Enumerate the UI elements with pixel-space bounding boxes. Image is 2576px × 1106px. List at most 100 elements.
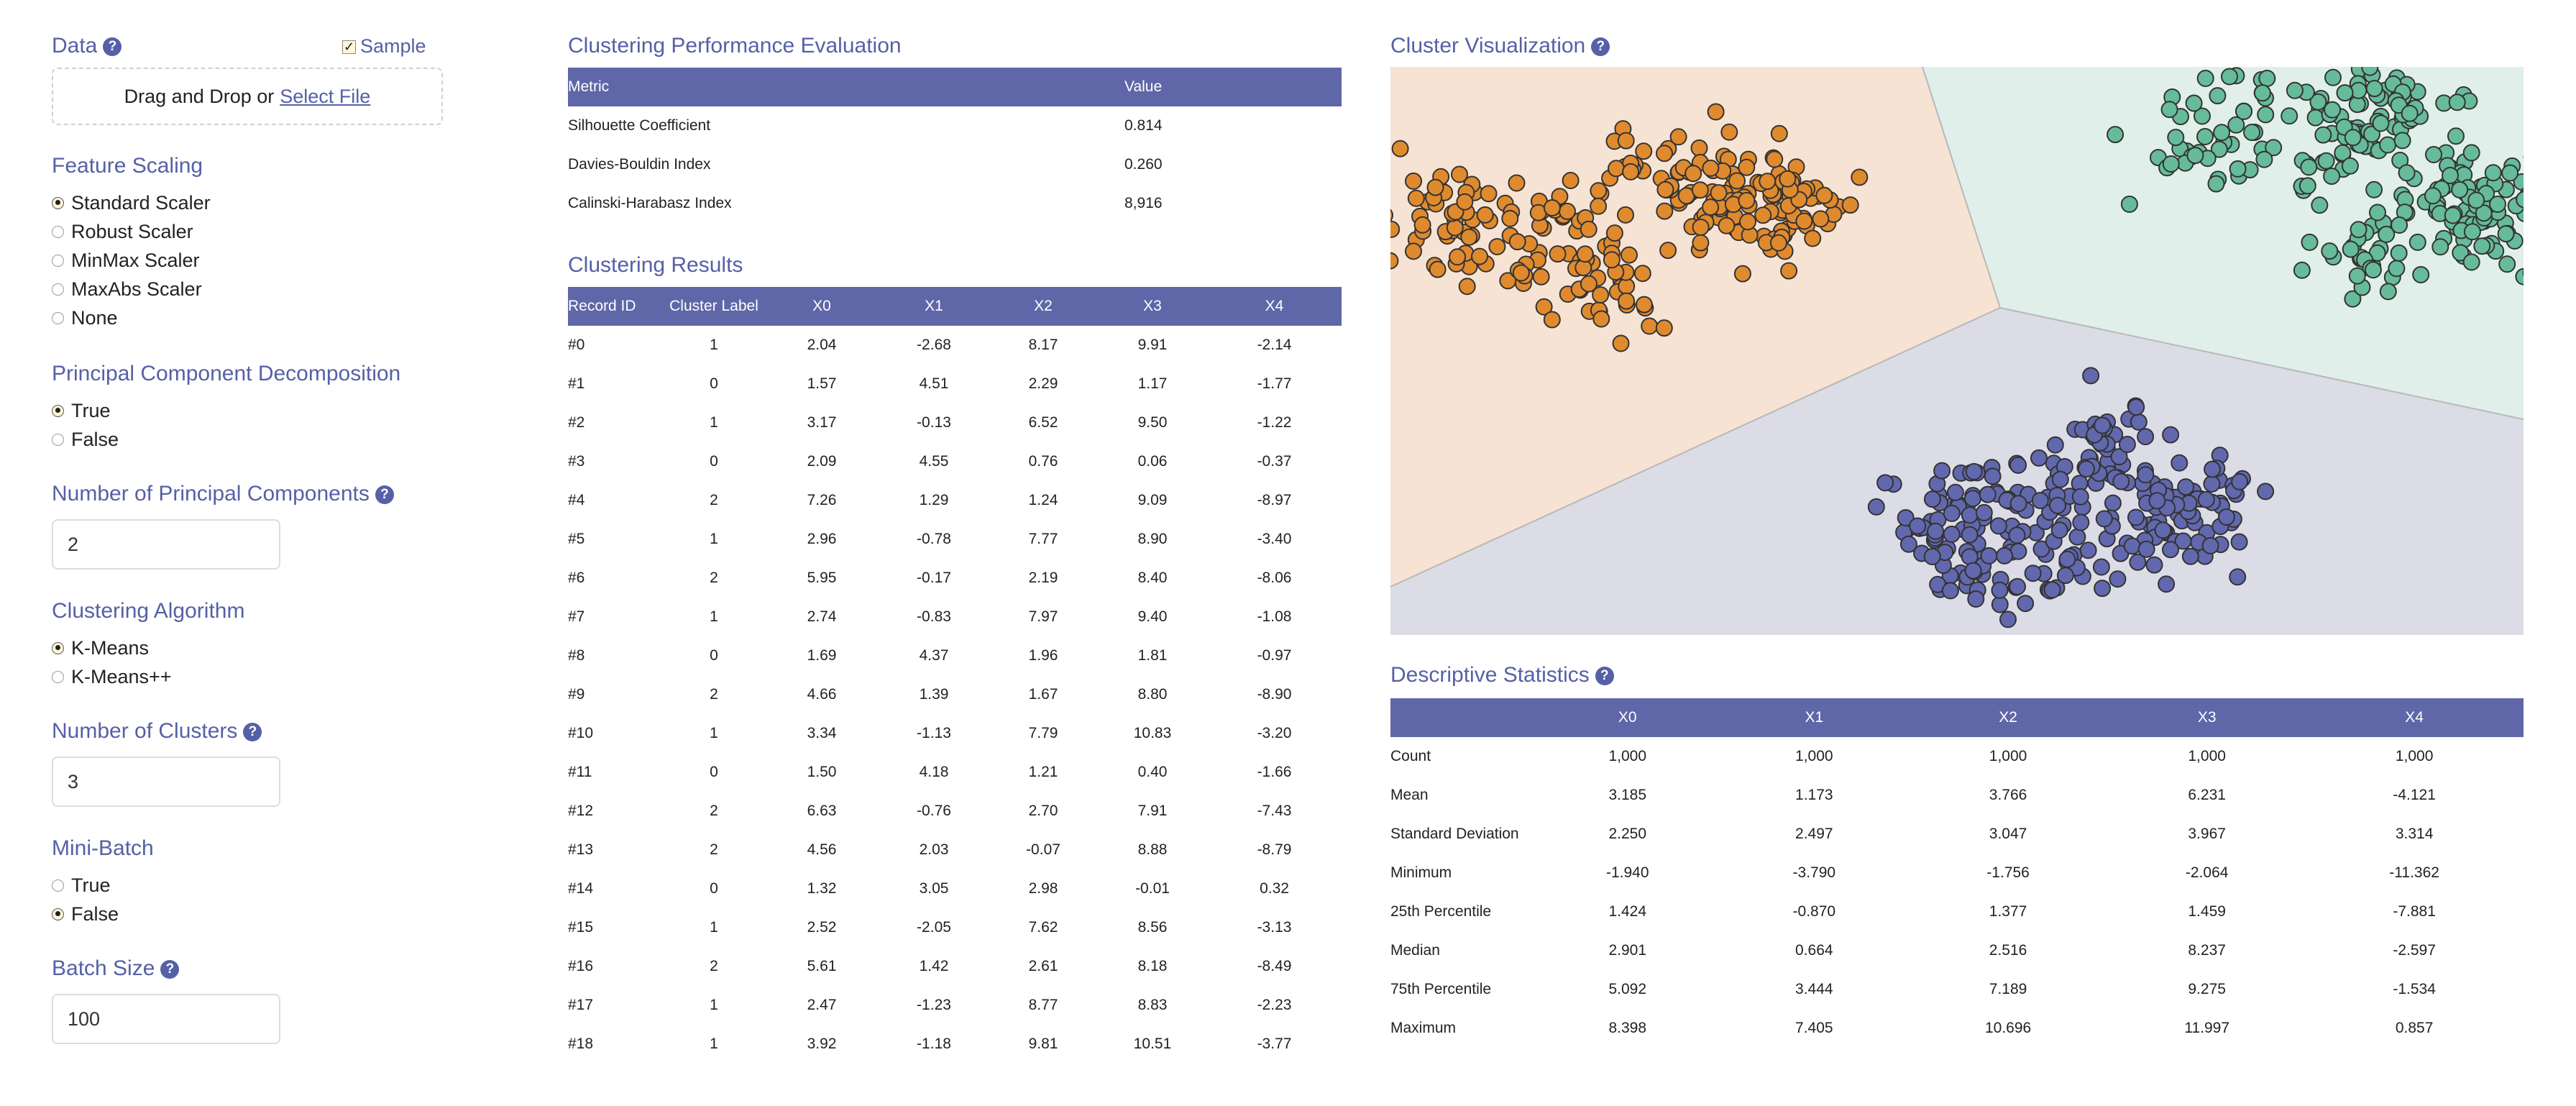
radio-unselected-icon[interactable] — [52, 311, 64, 324]
sample-label: Sample — [360, 35, 426, 57]
help-icon[interactable]: ? — [1591, 37, 1610, 57]
results-row: #11 0 1.50 4.18 1.21 0.40 -1.66 — [568, 753, 1342, 792]
cluster-point-purple — [2051, 470, 2069, 488]
table-cell: 1,000 — [2395, 748, 2434, 764]
cluster-point-orange — [1458, 278, 1476, 296]
table-cell: 2 — [710, 492, 718, 508]
cluster-point-purple — [2110, 448, 2128, 466]
table-cell: 2.901 — [1608, 942, 1647, 959]
table-cell: 1.39 — [919, 686, 949, 703]
cluster-point-purple — [2109, 570, 2127, 588]
file-dropzone[interactable]: Drag and Drop or Select File — [52, 68, 443, 125]
table-cell: 1.24 — [1028, 492, 1058, 508]
radio-unselected-icon[interactable] — [52, 283, 64, 296]
sample-checkbox[interactable]: ✓ Sample — [342, 34, 426, 58]
cluster-point-orange — [1543, 199, 1561, 216]
region-boundary — [1922, 66, 2001, 309]
cluster-point-purple — [1980, 547, 1998, 565]
checkbox-checked-icon[interactable]: ✓ — [342, 40, 356, 55]
table-cell: 1,000 — [2188, 748, 2226, 764]
feature-scaling-option-label: Robust Scaler — [71, 220, 193, 242]
help-icon[interactable]: ? — [375, 485, 394, 505]
cluster-point-teal — [2378, 225, 2396, 243]
mini-batch-option[interactable]: True — [52, 871, 119, 900]
table-cell: -3.790 — [1792, 864, 1836, 881]
visualization-heading: Cluster Visualization? — [1390, 34, 1610, 58]
cluster-point-orange — [1770, 124, 1788, 142]
algorithm-option[interactable]: K-Means — [52, 634, 172, 662]
feature-scaling-option[interactable]: None — [52, 303, 211, 332]
cluster-point-teal — [2398, 164, 2416, 182]
pca-option[interactable]: False — [52, 425, 119, 454]
help-icon[interactable]: ? — [1595, 667, 1614, 686]
cluster-point-purple — [2158, 575, 2176, 593]
cluster-point-purple — [1999, 611, 2017, 629]
algorithm-option-label: K-Means — [71, 636, 150, 659]
data-title: Data — [52, 34, 98, 58]
cluster-point-teal — [2258, 70, 2276, 87]
table-cell: #3 — [568, 453, 585, 470]
radio-unselected-icon[interactable] — [52, 670, 64, 683]
algorithm-option[interactable]: K-Means++ — [52, 662, 172, 691]
table-cell: 8.77 — [1028, 997, 1058, 1013]
radio-unselected-icon[interactable] — [52, 225, 64, 238]
table-cell: 0.76 — [1028, 453, 1058, 470]
num-clusters-input[interactable] — [52, 757, 280, 807]
cluster-point-orange — [1621, 246, 1638, 264]
column-header: X4 — [2305, 698, 2524, 737]
cluster-point-purple — [2217, 508, 2235, 526]
table-cell: 7.405 — [1795, 1020, 1833, 1036]
cluster-point-teal — [2350, 221, 2368, 239]
help-icon[interactable]: ? — [243, 723, 262, 742]
table-cell: 75th Percentile — [1390, 981, 1492, 997]
table-cell: -1.23 — [917, 997, 951, 1013]
cluster-point-orange — [1617, 132, 1635, 150]
help-icon[interactable]: ? — [103, 37, 122, 57]
cluster-point-orange — [1635, 296, 1653, 314]
cluster-point-orange — [1488, 238, 1506, 255]
cluster-point-orange — [1426, 178, 1444, 196]
radio-unselected-icon[interactable] — [52, 433, 64, 446]
cluster-point-purple — [2009, 495, 2027, 513]
radio-selected-icon[interactable] — [52, 908, 64, 920]
radio-unselected-icon[interactable] — [52, 879, 64, 892]
table-cell: 2.70 — [1028, 803, 1058, 819]
mini-batch-option[interactable]: False — [52, 900, 119, 928]
table-cell: Median — [1390, 942, 1440, 959]
table-cell: -1.13 — [917, 725, 951, 741]
table-cell: 2 — [710, 803, 718, 819]
pca-option[interactable]: True — [52, 396, 119, 425]
select-file-link[interactable]: Select File — [280, 85, 371, 107]
table-cell: 7.77 — [1028, 531, 1058, 547]
feature-scaling-option[interactable]: MaxAbs Scaler — [52, 275, 211, 303]
cluster-point-orange — [1702, 198, 1720, 216]
cluster-point-orange — [1641, 317, 1659, 335]
table-cell: -0.870 — [1792, 903, 1836, 920]
table-cell: 9.50 — [1137, 414, 1168, 431]
table-cell: Count — [1390, 748, 1431, 764]
help-icon[interactable]: ? — [160, 960, 180, 979]
table-cell: -1.22 — [1257, 414, 1292, 431]
cluster-point-purple — [2177, 478, 2195, 496]
radio-unselected-icon[interactable] — [52, 254, 64, 267]
table-cell: -8.49 — [1257, 958, 1292, 974]
radio-selected-icon[interactable] — [52, 404, 64, 417]
radio-selected-icon[interactable] — [52, 641, 64, 654]
pca-title: Principal Component Decomposition — [52, 362, 401, 385]
table-cell: 3.17 — [807, 414, 837, 431]
column-header: X1 — [1720, 698, 1908, 737]
table-cell: 6.52 — [1028, 414, 1058, 431]
cluster-point-orange — [1405, 172, 1422, 190]
mini-batch-option-label: False — [71, 902, 119, 925]
results-row: #0 1 2.04 -2.68 8.17 9.91 -2.14 — [568, 326, 1342, 365]
batch-size-input[interactable] — [52, 994, 280, 1044]
feature-scaling-option[interactable]: MinMax Scaler — [52, 246, 211, 275]
radio-selected-icon[interactable] — [52, 196, 64, 209]
feature-scaling-option[interactable]: Standard Scaler — [52, 188, 211, 217]
table-cell: 1.377 — [1989, 903, 2027, 920]
column-header: X0 — [764, 287, 879, 326]
num-components-input[interactable] — [52, 519, 280, 570]
table-cell: 3.047 — [1989, 826, 2027, 842]
feature-scaling-option[interactable]: Robust Scaler — [52, 217, 211, 246]
cluster-point-purple — [1984, 467, 2002, 485]
